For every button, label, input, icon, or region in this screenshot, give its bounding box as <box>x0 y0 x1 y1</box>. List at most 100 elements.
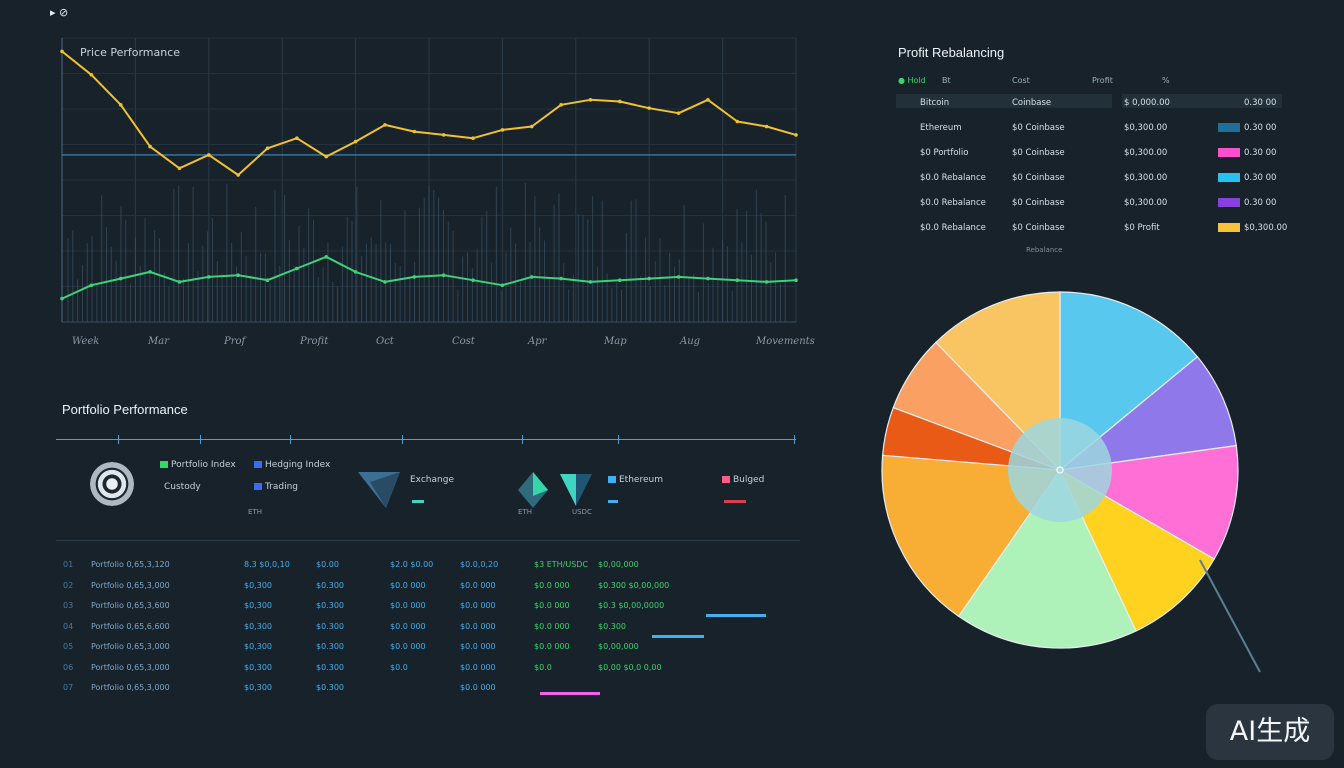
table-cell-d: $0.0 000 <box>460 683 496 692</box>
portfolio-item[interactable]: Portfolio Index <box>160 460 236 470</box>
portfolio-item[interactable]: Hedging Index <box>254 460 330 470</box>
table-cell-e: $0.0 000 <box>534 621 570 631</box>
allocation-pie-chart <box>881 291 1261 673</box>
holding-asset: $0.0 Rebalance <box>920 198 986 208</box>
data-point <box>148 144 152 149</box>
data-point <box>764 280 769 284</box>
table-cell-idx: 07 <box>63 683 74 692</box>
data-point <box>647 276 651 281</box>
holding-color-swatch <box>1218 173 1240 182</box>
holding-row[interactable]: $0 Portfolio $0 Coinbase $0,300.00 0.30 00 <box>896 144 1286 164</box>
holdings-title: Profit Rebalancing <box>898 45 1005 60</box>
table-cell-name: Portfolio 0,65,3,600 <box>91 601 170 610</box>
holding-value: $0,300.00 <box>1124 173 1168 183</box>
data-point <box>89 283 94 288</box>
portfolio-item-label: Ethereum <box>619 475 663 485</box>
legend-swatch <box>722 476 730 483</box>
data-point <box>471 278 475 283</box>
data-point <box>324 255 329 259</box>
holding-row[interactable]: $0.0 Rebalance $0 Coinbase $0 Profit $0,300… <box>896 219 1287 239</box>
table-row[interactable]: 05 Portfolio 0,65,3,000 $0,300 $0.300 $0.0 0… <box>56 642 786 656</box>
data-point <box>676 275 681 279</box>
data-point <box>60 296 64 301</box>
holding-row[interactable]: Ethereum $0 Coinbase $0,300.00 0.30 00 <box>896 119 1286 139</box>
data-point <box>118 103 123 107</box>
data-point <box>588 280 593 284</box>
data-point <box>177 280 182 284</box>
data-point <box>618 278 622 283</box>
table-row[interactable]: 03 Portfolio 0,65,3,600 $0,300 $0.300 $0.0 0… <box>56 601 786 615</box>
x-tick-label: Apr <box>528 336 547 347</box>
portfolio-strip: Portfolio Index Custody Hedging Index Tr… <box>56 432 798 522</box>
x-tick-label: Oct <box>376 336 394 347</box>
table-row[interactable]: 04 Portfolio 0,65,6,600 $0,300 $0.300 $0.0 0… <box>56 622 786 636</box>
strip-small-label: USDC <box>572 508 592 516</box>
holding-pct: 0.30 00 <box>1244 173 1277 183</box>
table-cell-c: $0.0 000 <box>390 642 426 651</box>
price-chart <box>60 37 798 323</box>
portfolio-item[interactable]: Bulged <box>722 475 764 485</box>
holding-value: $0,300.00 <box>1124 148 1168 158</box>
table-cell-name: Portfolio 0,65,3,000 <box>91 683 170 692</box>
table-row[interactable]: 01 Portfolio 0,65,3,120 8.3 $0,0,10 $0.00 $2… <box>56 560 786 574</box>
portfolio-item[interactable]: Exchange <box>410 475 454 485</box>
holding-qty: $0 Coinbase <box>1012 148 1065 158</box>
row-band <box>896 94 1112 108</box>
data-point <box>471 136 475 141</box>
data-point <box>236 273 240 278</box>
data-point <box>412 129 417 134</box>
table-cell-c: $0.0 000 <box>390 621 426 631</box>
table-cell-f: $0,00,000 <box>598 560 639 569</box>
holding-row[interactable]: $0.0 Rebalance $0 Coinbase $0,300.00 0.30 0… <box>896 169 1286 189</box>
holdings-header: Profit <box>1092 76 1113 85</box>
table-row[interactable]: 07 Portfolio 0,65,3,000 $0,300 $0.300 $0.0 0… <box>56 683 786 697</box>
holding-pct: 0.30 00 <box>1244 98 1277 108</box>
holdings-footer: Rebalance <box>1026 246 1063 254</box>
exchange-icon <box>358 472 400 508</box>
pie-slice <box>1058 468 1216 632</box>
chart-title: Price Performance <box>80 46 181 59</box>
data-point <box>177 166 182 171</box>
data-point <box>89 72 94 77</box>
holding-value: $0 Profit <box>1124 223 1160 233</box>
x-tick-label: Aug <box>680 336 701 347</box>
table-cell-a: $0,300 <box>244 621 272 631</box>
timeline-tick <box>200 435 201 444</box>
data-point <box>60 49 64 54</box>
table-cell-e: $0.0 000 <box>534 580 570 590</box>
holding-color-swatch <box>1218 123 1240 132</box>
progress-bar <box>706 614 766 617</box>
timeline-tick <box>522 435 523 444</box>
portfolio-item-label: Portfolio Index <box>171 460 236 470</box>
data-point <box>794 133 798 137</box>
portfolio-item-sub: Trading <box>265 482 299 492</box>
table-cell-b: $0.300 <box>316 580 344 590</box>
table-row[interactable]: 02 Portfolio 0,65,3,000 $0,300 $0.300 $0.0 0… <box>56 581 786 595</box>
data-point <box>353 139 358 144</box>
holding-asset: $0.0 Rebalance <box>920 223 986 233</box>
holding-row[interactable]: Bitcoin Coinbase $ 0,000.00 0.30 00 <box>896 94 1286 114</box>
holding-row[interactable]: $0.0 Rebalance $0 Coinbase $0,300.00 0.30 0… <box>896 194 1286 214</box>
table-cell-f: $0,00,000 <box>598 642 639 651</box>
data-point <box>588 98 593 102</box>
x-tick-label: Profit <box>300 336 329 347</box>
timeline-tick <box>794 435 795 444</box>
legend-swatch <box>254 483 262 490</box>
table-cell-f: $0,00 $0,0 0,00 <box>598 662 662 672</box>
table-cell-d: $0.0,0,20 <box>460 560 499 569</box>
portfolio-item[interactable]: Trading <box>254 482 298 492</box>
data-point <box>735 278 740 283</box>
table-cell-idx: 01 <box>63 560 74 569</box>
portfolio-logo-icon <box>90 462 134 506</box>
data-point <box>559 276 563 281</box>
table-row[interactable]: 06 Portfolio 0,65,3,000 $0,300 $0.300 $0.0 $0… <box>56 663 786 677</box>
ethereum-icon <box>518 472 548 508</box>
legend-swatch <box>254 461 262 468</box>
table-cell-a: $0,300 <box>244 642 272 651</box>
data-point <box>441 133 446 137</box>
holding-pct: 0.30 00 <box>1244 198 1277 208</box>
data-point <box>148 270 152 274</box>
portfolio-item[interactable]: Ethereum <box>608 475 663 485</box>
x-axis-labels: Week Mar Prof Profit Oct Cost Apr Map Aug Movemen… <box>62 336 815 350</box>
x-tick-label: Prof <box>224 336 246 347</box>
